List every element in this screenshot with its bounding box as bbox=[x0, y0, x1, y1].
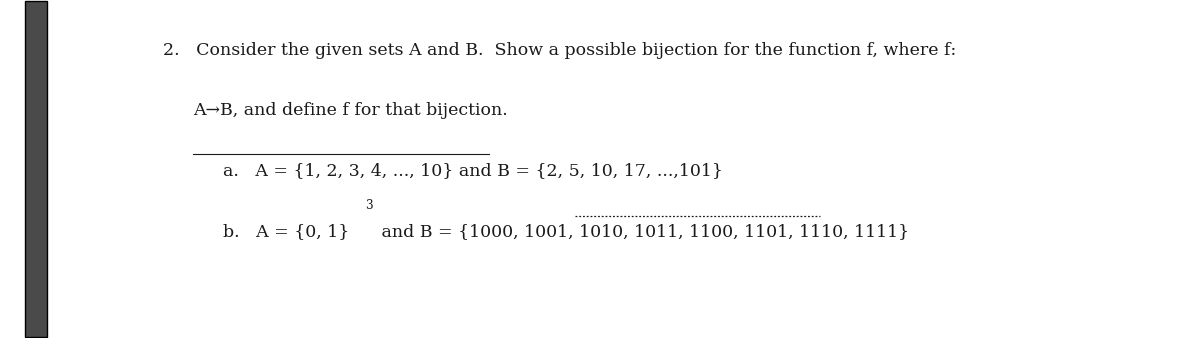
Text: A→B, and define f for that bijection.: A→B, and define f for that bijection. bbox=[193, 102, 508, 119]
FancyBboxPatch shape bbox=[25, 1, 47, 337]
Text: a.   A = {1, 2, 3, 4, ..., 10} and B = {2, 5, 10, 17, ...,101}: a. A = {1, 2, 3, 4, ..., 10} and B = {2,… bbox=[223, 162, 722, 179]
Text: 3: 3 bbox=[365, 199, 372, 212]
Text: and B = {1000, 1001, 1010, 1011, 1100, 1101, 1110, 1111}: and B = {1000, 1001, 1010, 1011, 1100, 1… bbox=[376, 223, 908, 240]
Text: 2.   Consider the given sets A and B.  Show a possible bijection for the functio: 2. Consider the given sets A and B. Show… bbox=[163, 42, 956, 58]
Text: b.   A = {0, 1}: b. A = {0, 1} bbox=[223, 223, 349, 240]
